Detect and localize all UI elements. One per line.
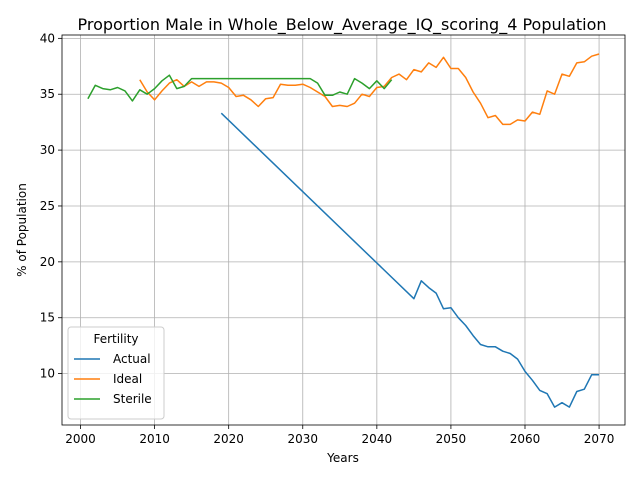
x-tick-label: 2040 — [362, 432, 393, 446]
x-tick-label: 2060 — [510, 432, 541, 446]
legend: Fertility Actual Ideal Sterile — [67, 326, 165, 420]
series-line-actual — [220, 112, 600, 408]
x-tick-label: 2010 — [139, 432, 170, 446]
y-tick-label: 30 — [40, 143, 55, 157]
legend-label-actual: Actual — [113, 352, 151, 366]
legend-title: Fertility — [93, 332, 138, 346]
y-tick-label: 20 — [40, 255, 55, 269]
y-axis-label: % of Population — [15, 183, 29, 277]
series-line-ideal — [139, 53, 600, 126]
series-layer — [87, 53, 600, 408]
legend-label-sterile: Sterile — [113, 392, 152, 406]
x-tick-label: 2030 — [287, 432, 318, 446]
y-tick-label: 10 — [40, 367, 55, 381]
series-line-sterile — [87, 74, 393, 102]
x-tick-label: 2050 — [436, 432, 467, 446]
axis-ticks: 2000 2010 2020 2030 2040 2050 2060 2070 10 15 20 25… — [40, 31, 615, 446]
chart-title: Proportion Male in Whole_Below_Average_I… — [77, 15, 606, 35]
plot-area-frame — [61, 34, 626, 426]
y-tick-label: 25 — [40, 199, 55, 213]
x-tick-label: 2070 — [584, 432, 615, 446]
y-tick-label: 40 — [40, 31, 55, 45]
legend-label-ideal: Ideal — [113, 372, 142, 386]
legend-box — [67, 326, 165, 420]
y-tick-label: 15 — [40, 311, 55, 325]
x-axis-label: Years — [326, 451, 359, 465]
x-tick-label: 2000 — [65, 432, 96, 446]
y-tick-label: 35 — [40, 87, 55, 101]
x-tick-label: 2020 — [213, 432, 244, 446]
